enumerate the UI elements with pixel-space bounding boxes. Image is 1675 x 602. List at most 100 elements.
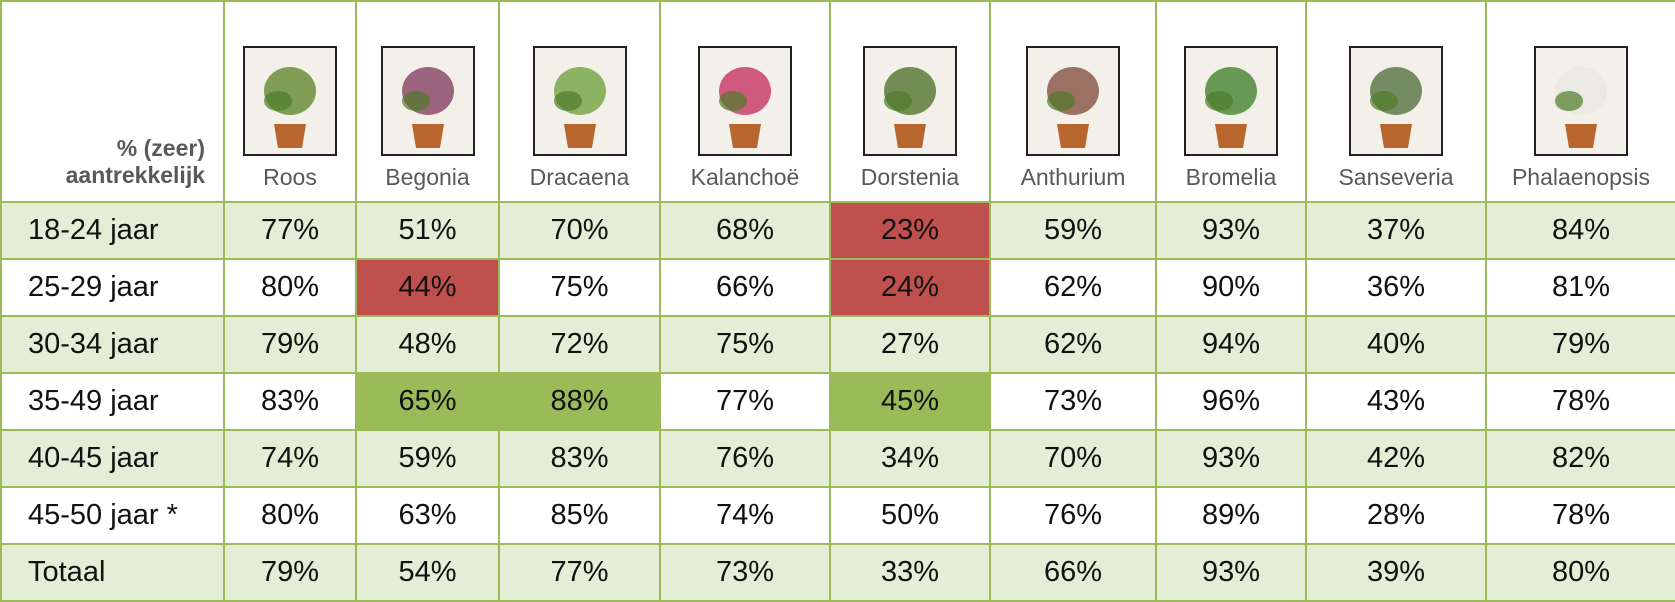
- cell: 96%: [1156, 373, 1306, 430]
- cell: 44%: [356, 259, 499, 316]
- cell: 84%: [1486, 202, 1675, 259]
- cell: 93%: [1156, 430, 1306, 487]
- plant-photo: [1534, 46, 1628, 156]
- row-label: 40-45 jaar: [1, 430, 224, 487]
- cell: 75%: [499, 259, 660, 316]
- cell: 85%: [499, 487, 660, 544]
- cell: 68%: [660, 202, 830, 259]
- cell: 82%: [1486, 430, 1675, 487]
- cell: 66%: [660, 259, 830, 316]
- column-name: Roos: [225, 164, 355, 201]
- plant-photo: [1184, 46, 1278, 156]
- cell: 80%: [224, 259, 356, 316]
- column-header: Roos: [224, 1, 356, 202]
- plant-photo: [1026, 46, 1120, 156]
- header-row: % (zeer)aantrekkelijk Roos Begonia Draca…: [1, 1, 1675, 202]
- cell: 78%: [1486, 487, 1675, 544]
- cell: 73%: [660, 544, 830, 601]
- cell: 43%: [1306, 373, 1486, 430]
- cell: 83%: [224, 373, 356, 430]
- column-name: Dracaena: [500, 164, 659, 201]
- column-header: Dorstenia: [830, 1, 990, 202]
- cell: 65%: [356, 373, 499, 430]
- cell: 77%: [224, 202, 356, 259]
- cell: 83%: [499, 430, 660, 487]
- cell: 93%: [1156, 202, 1306, 259]
- cell: 73%: [990, 373, 1156, 430]
- column-name: Dorstenia: [831, 164, 989, 201]
- cell: 70%: [990, 430, 1156, 487]
- cell: 62%: [990, 259, 1156, 316]
- cell: 80%: [224, 487, 356, 544]
- cell: 90%: [1156, 259, 1306, 316]
- cell: 93%: [1156, 544, 1306, 601]
- plant-photo: [533, 46, 627, 156]
- cell: 94%: [1156, 316, 1306, 373]
- plant-photo: [863, 46, 957, 156]
- cell: 76%: [990, 487, 1156, 544]
- cell: 59%: [990, 202, 1156, 259]
- cell: 39%: [1306, 544, 1486, 601]
- cell: 78%: [1486, 373, 1675, 430]
- cell: 89%: [1156, 487, 1306, 544]
- data-table: % (zeer)aantrekkelijk Roos Begonia Draca…: [0, 0, 1675, 602]
- cell: 37%: [1306, 202, 1486, 259]
- cell: 28%: [1306, 487, 1486, 544]
- column-header: Phalaenopsis: [1486, 1, 1675, 202]
- cell: 81%: [1486, 259, 1675, 316]
- cell: 74%: [660, 487, 830, 544]
- corner-line: % (zeer): [117, 135, 205, 161]
- column-name: Sanseveria: [1307, 164, 1485, 201]
- plant-photo: [243, 46, 337, 156]
- cell: 79%: [1486, 316, 1675, 373]
- cell: 77%: [499, 544, 660, 601]
- column-header: Kalanchoë: [660, 1, 830, 202]
- cell: 74%: [224, 430, 356, 487]
- column-header: Begonia: [356, 1, 499, 202]
- column-name: Begonia: [357, 164, 498, 201]
- corner-header: % (zeer)aantrekkelijk: [1, 1, 224, 202]
- cell: 27%: [830, 316, 990, 373]
- row-label: Totaal: [1, 544, 224, 601]
- cell: 36%: [1306, 259, 1486, 316]
- page: % (zeer)aantrekkelijk Roos Begonia Draca…: [0, 0, 1675, 588]
- row-label: 18-24 jaar: [1, 202, 224, 259]
- plant-photo: [1349, 46, 1443, 156]
- row-label: 45-50 jaar *: [1, 487, 224, 544]
- cell: 51%: [356, 202, 499, 259]
- column-name: Anthurium: [991, 164, 1155, 201]
- column-header: Dracaena: [499, 1, 660, 202]
- cell: 76%: [660, 430, 830, 487]
- cell: 50%: [830, 487, 990, 544]
- column-name: Bromelia: [1157, 164, 1305, 201]
- cell: 48%: [356, 316, 499, 373]
- cell: 77%: [660, 373, 830, 430]
- cell: 72%: [499, 316, 660, 373]
- cell: 70%: [499, 202, 660, 259]
- column-name: Phalaenopsis: [1487, 164, 1675, 201]
- cell: 33%: [830, 544, 990, 601]
- cell: 62%: [990, 316, 1156, 373]
- cell: 79%: [224, 544, 356, 601]
- plant-photo: [381, 46, 475, 156]
- row-label: 25-29 jaar: [1, 259, 224, 316]
- row-label: 30-34 jaar: [1, 316, 224, 373]
- cell: 63%: [356, 487, 499, 544]
- data-row: 45-50 jaar *80%63%85%74%50%76%89%28%78%: [1, 487, 1675, 544]
- cell: 66%: [990, 544, 1156, 601]
- column-header: Bromelia: [1156, 1, 1306, 202]
- cell: 75%: [660, 316, 830, 373]
- cell: 54%: [356, 544, 499, 601]
- cell: 42%: [1306, 430, 1486, 487]
- cell: 80%: [1486, 544, 1675, 601]
- cell: 59%: [356, 430, 499, 487]
- cell: 45%: [830, 373, 990, 430]
- cell: 40%: [1306, 316, 1486, 373]
